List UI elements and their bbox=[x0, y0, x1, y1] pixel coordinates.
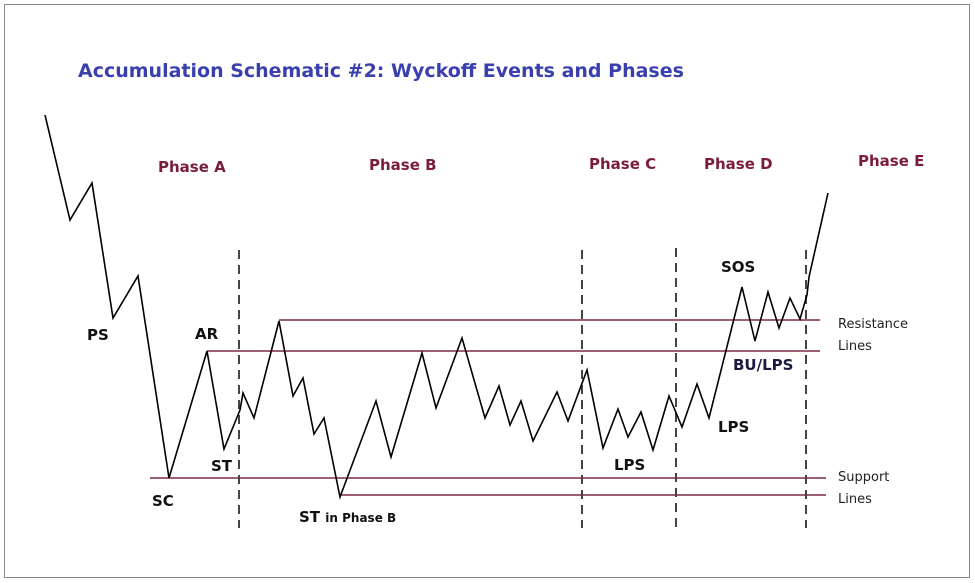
diagram-frame bbox=[4, 4, 970, 578]
diagram-title: Accumulation Schematic #2: Wyckoff Event… bbox=[78, 60, 684, 82]
event-sos: SOS bbox=[721, 258, 756, 276]
lines-word: Lines bbox=[838, 339, 872, 354]
phase-b-label: Phase B bbox=[369, 156, 437, 174]
level-lines bbox=[150, 319, 826, 496]
resistance-word: Resistance bbox=[838, 317, 909, 332]
st-label: ST bbox=[299, 508, 321, 526]
phase-d-label: Phase D bbox=[704, 155, 773, 173]
support-word: Support bbox=[838, 470, 890, 485]
event-ar: AR bbox=[195, 325, 219, 343]
phase-a-label: Phase A bbox=[158, 158, 226, 176]
price-path bbox=[44, 114, 829, 500]
resistance-lines-label: Resistance Lines bbox=[838, 314, 908, 358]
event-bu-lps: BU/LPS bbox=[733, 356, 794, 374]
event-lps-phase-d: LPS bbox=[718, 418, 750, 436]
lines-word: Lines bbox=[838, 492, 872, 507]
event-st: ST bbox=[211, 457, 233, 475]
event-sc: SC bbox=[152, 492, 174, 510]
phase-c-label: Phase C bbox=[589, 155, 657, 173]
support-lines-label: Support Lines bbox=[838, 467, 889, 511]
event-ps: PS bbox=[87, 326, 109, 344]
event-lps-phase-c: LPS bbox=[614, 456, 646, 474]
st-suffix: in Phase B bbox=[325, 511, 397, 525]
phase-dividers bbox=[238, 248, 807, 528]
event-st-phase-b: ST in Phase B bbox=[299, 508, 396, 526]
phase-e-label: Phase E bbox=[858, 152, 925, 170]
